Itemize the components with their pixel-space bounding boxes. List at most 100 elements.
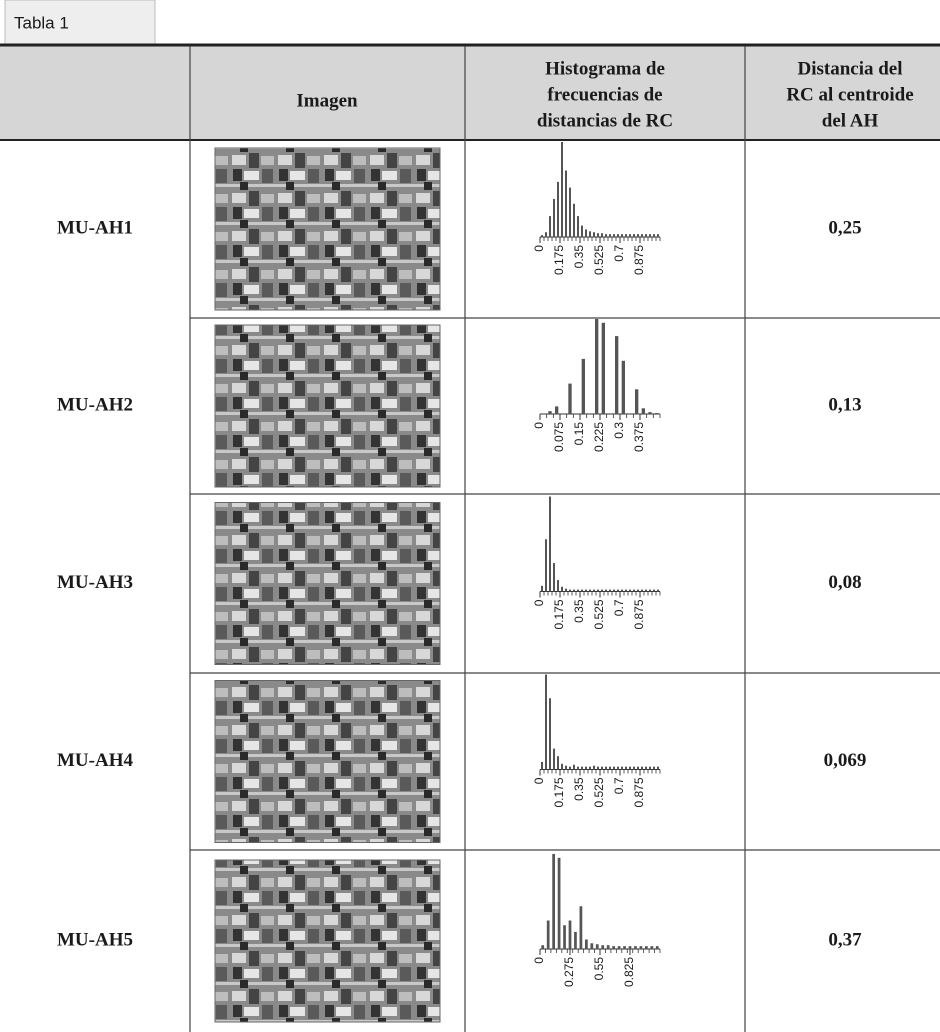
histogram-tick-label: 0.525 xyxy=(592,599,606,629)
histogram-tick-label: 0.35 xyxy=(572,599,586,623)
histogram-bar xyxy=(593,232,595,237)
row-label: MU-AH2 xyxy=(57,394,133,415)
histogram-bar xyxy=(657,234,659,237)
histogram-bar xyxy=(561,142,563,237)
histogram-bar xyxy=(637,589,639,592)
histogram-bar xyxy=(589,766,591,770)
histogram-bar xyxy=(585,766,587,770)
distance-value: 0,25 xyxy=(828,217,861,238)
header-image: Imagen xyxy=(296,90,358,111)
histogram-bar xyxy=(601,766,603,770)
histogram-bar xyxy=(628,946,632,949)
histogram-tick-label: 0 xyxy=(532,957,546,964)
aerial-image xyxy=(214,680,441,843)
histogram-bar xyxy=(546,920,550,949)
histogram-tick-label: 0.7 xyxy=(612,777,626,794)
histogram-bar xyxy=(581,225,583,237)
histogram-bar xyxy=(553,563,555,592)
histogram-bar xyxy=(629,234,631,237)
histogram-bar xyxy=(641,234,643,237)
histogram-bar xyxy=(637,234,639,237)
histogram-bar xyxy=(561,763,563,770)
histogram-bar xyxy=(606,945,610,949)
histogram-bar xyxy=(568,920,572,949)
histogram-bar xyxy=(590,943,594,949)
aerial-image xyxy=(214,502,441,665)
histogram-bar xyxy=(639,946,643,949)
aerial-image xyxy=(214,859,441,1023)
histogram-bar xyxy=(629,766,631,770)
histogram-tick-label: 0.875 xyxy=(632,777,646,807)
distance-value: 0,08 xyxy=(828,572,861,593)
histogram-bar xyxy=(621,766,623,770)
histogram-tick-label: 0.3 xyxy=(612,422,626,439)
histogram-bar xyxy=(593,589,595,592)
histogram-bar xyxy=(629,589,631,592)
histogram-tick-label: 0.35 xyxy=(572,245,586,269)
histogram-tick-label: 0.55 xyxy=(592,957,606,981)
histogram-tick-label: 0.875 xyxy=(632,599,646,629)
histogram-bar xyxy=(621,234,623,237)
histogram-bar xyxy=(605,234,607,237)
histogram-bar xyxy=(574,931,577,949)
histogram-tick-label: 0 xyxy=(532,422,546,429)
histogram-bar xyxy=(549,698,551,770)
histogram-bar xyxy=(653,589,655,592)
histogram-bar xyxy=(585,589,587,592)
histogram-bar xyxy=(621,360,625,414)
row-label: MU-AH1 xyxy=(57,217,133,238)
histogram-bar xyxy=(573,589,575,592)
histogram-tick-label: 0.525 xyxy=(592,777,606,807)
histogram-bar xyxy=(633,589,635,592)
histogram-bar xyxy=(617,946,621,949)
histogram-bar xyxy=(568,383,572,414)
row-label: MU-AH5 xyxy=(57,929,133,950)
histogram-bar xyxy=(577,766,579,770)
header-background xyxy=(0,46,940,140)
histogram-bar xyxy=(601,322,605,414)
histogram-bar xyxy=(645,234,647,237)
histogram-bar xyxy=(545,674,547,770)
distance-value: 0,37 xyxy=(828,929,862,950)
histogram-bar xyxy=(565,588,567,592)
histogram-bar xyxy=(641,408,645,414)
histogram-bar xyxy=(541,235,543,237)
histogram-tick-label: 0 xyxy=(532,777,546,784)
histogram-bar xyxy=(573,203,575,237)
histogram-bar xyxy=(555,406,559,414)
histogram-bar xyxy=(563,925,566,949)
histogram-bar xyxy=(569,766,571,770)
histogram-bar xyxy=(605,589,607,592)
histogram-bar xyxy=(635,389,639,414)
histogram-bar xyxy=(641,766,643,770)
histogram-bar xyxy=(549,496,551,592)
histogram-tick-label: 0.15 xyxy=(572,422,586,446)
row-label: MU-AH4 xyxy=(57,750,133,771)
histogram-tick-label: 0.7 xyxy=(612,245,626,262)
histogram-bar xyxy=(595,319,599,414)
histogram-tick-label: 0.375 xyxy=(632,422,646,452)
aerial-image xyxy=(214,324,441,488)
histogram-tick-label: 0.825 xyxy=(622,957,636,987)
header-histogram: frecuencias de xyxy=(547,84,662,105)
histogram-bar xyxy=(634,946,637,949)
histogram-bar xyxy=(650,946,654,949)
histogram-bar xyxy=(655,946,659,949)
histogram-bar xyxy=(541,585,543,592)
histogram-bar xyxy=(581,589,583,592)
histogram-bar xyxy=(645,946,648,949)
histogram-bar xyxy=(581,358,585,414)
histogram-bar xyxy=(609,234,611,237)
histogram-tick-label: 0.075 xyxy=(552,422,566,452)
histogram-bar xyxy=(657,589,659,592)
histogram-bar xyxy=(623,946,626,949)
histogram-bar xyxy=(649,589,651,592)
histogram-bar xyxy=(569,589,571,592)
histogram-bar xyxy=(633,766,635,770)
histogram-bar xyxy=(595,944,599,949)
histogram-bar xyxy=(589,589,591,592)
histogram-bar xyxy=(648,412,652,414)
histogram-bar xyxy=(625,589,627,592)
histogram-bar xyxy=(579,906,583,949)
histogram-bar xyxy=(615,336,619,414)
